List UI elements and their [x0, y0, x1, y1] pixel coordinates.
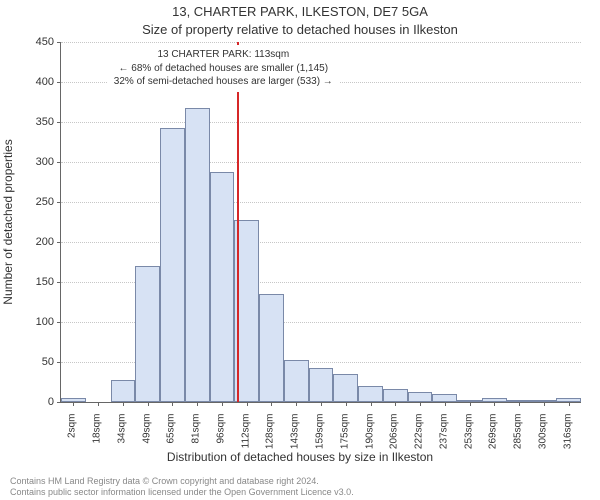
histogram-bar [383, 389, 408, 402]
y-tick-label: 350 [14, 116, 54, 128]
x-axis-label: Distribution of detached houses by size … [0, 450, 600, 464]
histogram-bar [259, 294, 284, 402]
histogram-bar [160, 128, 185, 402]
footer-line-1: Contains HM Land Registry data © Crown c… [10, 476, 354, 487]
histogram-bar [309, 368, 334, 402]
y-tick-label: 450 [14, 36, 54, 48]
histogram-bar [432, 394, 457, 402]
y-axis-label: Number of detached properties [1, 139, 15, 304]
y-tick-label: 200 [14, 236, 54, 248]
y-tick-label: 300 [14, 156, 54, 168]
histogram-bar [284, 360, 309, 402]
footer-attribution: Contains HM Land Registry data © Crown c… [10, 476, 354, 498]
histogram-bar [408, 392, 433, 402]
chart-container: 13, CHARTER PARK, ILKESTON, DE7 5GA Size… [0, 0, 600, 500]
histogram-bar [333, 374, 358, 402]
y-tick-label: 400 [14, 76, 54, 88]
histogram-bar [111, 380, 136, 402]
chart-title-main: 13, CHARTER PARK, ILKESTON, DE7 5GA [0, 4, 600, 19]
footer-line-2: Contains public sector information licen… [10, 487, 354, 498]
y-tick-label: 150 [14, 276, 54, 288]
annotation-box: 13 CHARTER PARK: 113sqm← 68% of detached… [107, 45, 340, 92]
histogram-bar [358, 386, 383, 402]
annotation-line-2: ← 68% of detached houses are smaller (1,… [114, 62, 333, 76]
y-tick-label: 100 [14, 316, 54, 328]
y-tick-label: 250 [14, 196, 54, 208]
y-tick-label: 0 [14, 396, 54, 408]
annotation-line-1: 13 CHARTER PARK: 113sqm [114, 48, 333, 62]
plot-area: 13 CHARTER PARK: 113sqm← 68% of detached… [60, 42, 581, 403]
histogram-bar [210, 172, 235, 402]
histogram-bar [185, 108, 210, 402]
y-tick-label: 50 [14, 356, 54, 368]
histogram-bar [135, 266, 160, 402]
chart-title-sub: Size of property relative to detached ho… [0, 22, 600, 37]
property-marker-line [237, 42, 239, 402]
annotation-line-3: 32% of semi-detached houses are larger (… [114, 75, 333, 89]
